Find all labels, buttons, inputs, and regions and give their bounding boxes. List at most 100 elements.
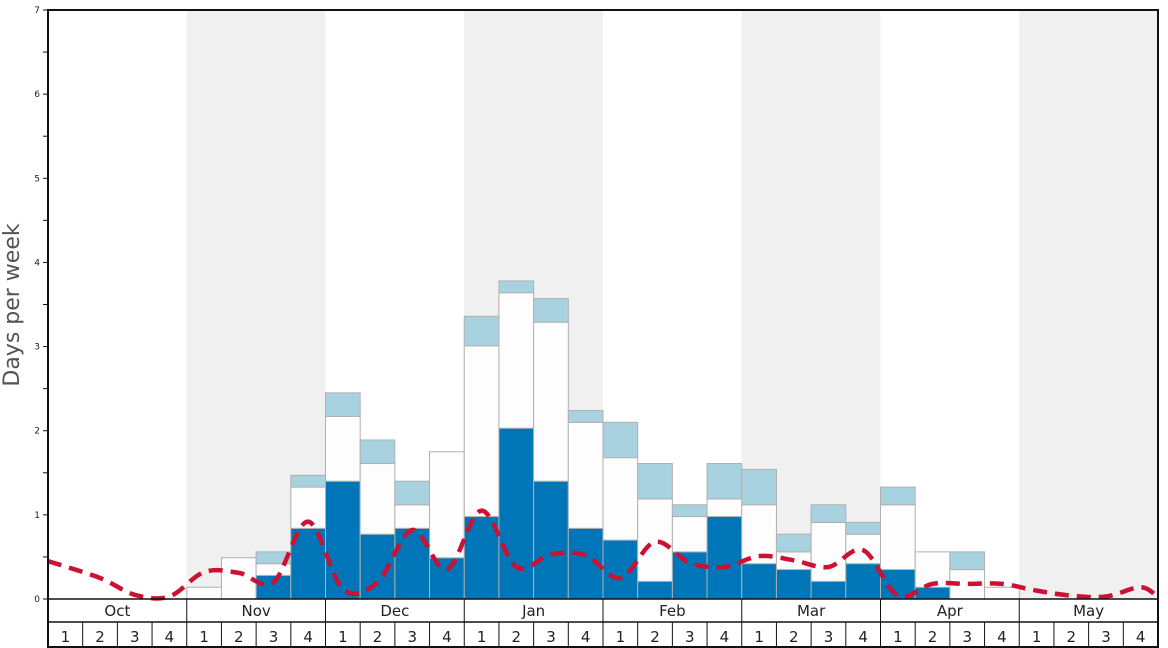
bar-dark-23: [810, 580, 847, 600]
trend-line: [47, 508, 1160, 601]
y-tick-label-4: 4: [34, 258, 40, 268]
bar-white-25: [880, 504, 916, 571]
bar-white-15: [533, 321, 569, 482]
bar-light-24: [845, 521, 881, 535]
week-label-feb-4: 4: [720, 628, 730, 646]
week-label-may-1: 1: [1032, 628, 1042, 646]
week-label-apr-1: 1: [893, 628, 903, 646]
month-label-jan: Jan: [521, 602, 545, 620]
month-label-nov: Nov: [241, 602, 270, 620]
week-label-mar-4: 4: [858, 628, 868, 646]
bar-white-17: [602, 457, 639, 541]
bar-dark-19: [671, 551, 708, 600]
bar-light-13: [463, 315, 500, 347]
week-label-may-4: 4: [1136, 628, 1146, 646]
week-label-dec-1: 1: [338, 628, 348, 646]
bar-light-8: [290, 474, 326, 488]
bar-light-20: [706, 463, 743, 500]
bar-light-11: [394, 480, 431, 506]
bar-white-23: [810, 521, 847, 582]
week-label-oct-2: 2: [95, 628, 105, 646]
y-tick-label-5: 5: [34, 174, 40, 184]
bar-white-12: [429, 451, 465, 559]
month-label-may: May: [1073, 602, 1104, 620]
week-label-oct-4: 4: [165, 628, 175, 646]
month-label-mar: Mar: [797, 602, 826, 620]
bar-light-27: [949, 551, 986, 571]
month-label-dec: Dec: [380, 602, 409, 620]
bar-white-5: [186, 586, 222, 600]
month-label-apr: Apr: [937, 602, 964, 620]
week-label-nov-1: 1: [199, 628, 209, 646]
bar-light-21: [741, 468, 777, 506]
bar-dark-12: [429, 557, 465, 600]
week-label-jan-4: 4: [581, 628, 591, 646]
y-axis: 0 1 2 3 4 5 6 7: [34, 6, 48, 605]
bar-white-18: [637, 498, 673, 582]
y-axis-label: Days per week: [0, 223, 25, 386]
y-tick-label-2: 2: [34, 427, 40, 437]
bar-white-28: [984, 586, 1020, 600]
bar-dark-26: [914, 586, 951, 600]
week-label-apr-2: 2: [928, 628, 938, 646]
y-tick-label-1: 1: [34, 511, 40, 521]
bar-dark-14: [498, 427, 535, 600]
week-label-jan-3: 3: [546, 628, 556, 646]
week-label-apr-4: 4: [997, 628, 1007, 646]
week-label-feb-1: 1: [616, 628, 626, 646]
bar-white-10: [359, 463, 396, 535]
week-label-oct-1: 1: [61, 628, 71, 646]
week-label-apr-3: 3: [962, 628, 972, 646]
week-label-oct-3: 3: [130, 628, 140, 646]
week-label-nov-3: 3: [269, 628, 279, 646]
bar-dark-21: [741, 563, 777, 600]
bar-dark-7: [255, 574, 292, 600]
bar-light-18: [637, 463, 673, 500]
week-label-jan-2: 2: [512, 628, 522, 646]
week-label-nov-4: 4: [303, 628, 313, 646]
week-label-dec-3: 3: [407, 628, 417, 646]
bar-dark-22: [775, 569, 812, 600]
y-tick-label-6: 6: [34, 90, 40, 100]
month-shade-may: [1019, 10, 1158, 599]
bar-white-9: [325, 415, 361, 482]
bar-light-22: [775, 533, 812, 553]
trend-line-path: [47, 508, 1160, 601]
bar-white-11: [394, 504, 431, 529]
bar-light-16: [567, 410, 604, 423]
y-tick-label-7: 7: [34, 6, 40, 16]
y-tick-label-3: 3: [34, 343, 40, 353]
bar-dark-18: [637, 580, 673, 600]
week-label-feb-2: 2: [650, 628, 660, 646]
bars: [186, 280, 1020, 600]
bar-white-26: [914, 551, 951, 588]
week-label-mar-2: 2: [789, 628, 799, 646]
week-label-dec-2: 2: [373, 628, 383, 646]
week-label-may-2: 2: [1067, 628, 1077, 646]
bar-light-19: [671, 504, 708, 518]
week-label-mar-1: 1: [754, 628, 764, 646]
week-label-dec-4: 4: [442, 628, 452, 646]
bar-white-20: [706, 498, 743, 518]
week-label-nov-2: 2: [234, 628, 244, 646]
bar-dark-9: [325, 480, 361, 600]
month-label-feb: Feb: [659, 602, 686, 620]
week-label-feb-3: 3: [685, 628, 695, 646]
bar-white-19: [671, 516, 708, 553]
bar-light-10: [359, 439, 396, 465]
bar-light-25: [880, 486, 916, 506]
bar-light-9: [325, 392, 361, 417]
week-label-jan-1: 1: [477, 628, 487, 646]
bar-light-17: [602, 421, 639, 459]
y-tick-label-0: 0: [34, 595, 40, 605]
week-label-may-3: 3: [1101, 628, 1111, 646]
plot-frame: [47, 9, 1159, 648]
bar-light-14: [498, 280, 535, 294]
month-label-oct: Oct: [104, 602, 130, 620]
bar-dark-20: [706, 516, 743, 600]
bar-white-16: [567, 421, 604, 529]
bar-white-13: [463, 345, 500, 518]
x-axis: Oct 1 2 3 4 Nov 1 2 3 4 Dec 1 2 3 4 Jan 1 2 3 4 Feb 1 2 3 4 Mar 1 2…: [48, 598, 1158, 647]
bar-dark-15: [533, 480, 569, 600]
